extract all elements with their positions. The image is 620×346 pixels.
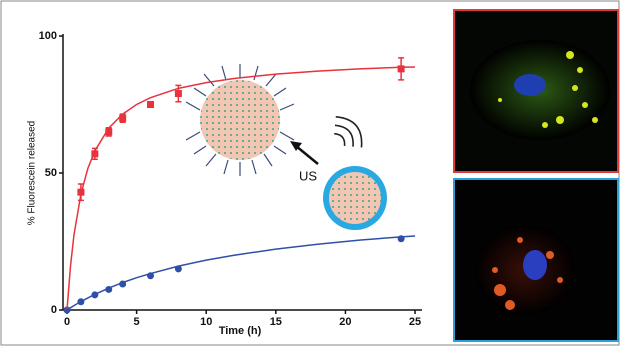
x-tick-label: 5 xyxy=(134,316,140,328)
y-axis-title: % Fluorescein released xyxy=(27,121,38,226)
fit-curve xyxy=(67,236,415,310)
point xyxy=(398,65,405,72)
x-tick-label: 15 xyxy=(270,316,282,328)
y-tick-label: 100 xyxy=(39,30,57,42)
y-tick-label: 50 xyxy=(45,167,57,179)
schematic xyxy=(186,64,387,230)
figure: US % Fluorescein released Time (h) 05010… xyxy=(0,0,620,346)
x-tick-label: 25 xyxy=(409,316,421,328)
x-axis-title: Time (h) xyxy=(219,325,262,337)
x-tick-label: 10 xyxy=(200,316,212,328)
x-tick-label: 20 xyxy=(339,316,351,328)
x-tick-label: 0 xyxy=(64,316,70,328)
micrograph-bottom xyxy=(454,179,618,341)
annotation: US xyxy=(299,168,317,183)
micrograph-top xyxy=(454,10,618,172)
point xyxy=(147,101,154,108)
y-tick-label: 0 xyxy=(51,304,57,316)
point xyxy=(175,90,182,97)
